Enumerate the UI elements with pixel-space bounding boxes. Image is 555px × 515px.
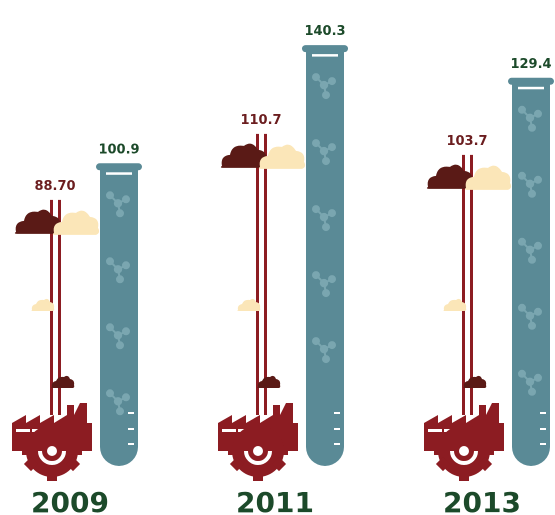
- bar-emission-2011-b: [264, 133, 267, 415]
- tube-rim-mark: [312, 54, 338, 57]
- group-2013: 103.7 129.4 2013: [422, 57, 554, 515]
- tube-tick: [128, 443, 134, 445]
- tube-tick: [334, 412, 340, 414]
- tube-tick: [540, 443, 546, 445]
- group-2011: 110.7 140.3 2011: [216, 24, 348, 515]
- data-label-tube-2011: 140.3: [304, 24, 345, 39]
- bar-emission-2013-a: [462, 154, 465, 415]
- data-label-tube-2013: 129.4: [510, 57, 551, 72]
- data-label-emission-2013: 103.7: [446, 134, 487, 149]
- tube-tick: [540, 428, 546, 430]
- test-tube-icon: [96, 163, 142, 171]
- data-label-tube-2009: 100.9: [98, 142, 139, 157]
- test-tube-icon: [302, 45, 348, 53]
- category-label-2009: 2009: [31, 486, 109, 515]
- test-tube-icon: [508, 77, 554, 85]
- tube-tick: [128, 412, 134, 414]
- smoke-cloud-icon: [463, 375, 487, 388]
- tube-tick: [128, 428, 134, 430]
- data-label-emission-2009: 88.70: [34, 179, 75, 194]
- bar-tube-2011: [306, 51, 344, 466]
- category-label-2013: 2013: [443, 486, 521, 515]
- bar-emission-2011-a: [256, 133, 259, 415]
- data-label-emission-2011: 110.7: [240, 113, 281, 128]
- tube-rim-mark: [106, 172, 132, 175]
- tube-rim-mark: [518, 86, 544, 90]
- bar-tube-2013: [512, 83, 550, 467]
- tube-tick: [334, 443, 340, 445]
- tube-tick: [540, 412, 546, 414]
- category-label-2011: 2011: [236, 486, 314, 515]
- bar-emission-2009-b: [58, 199, 61, 415]
- tube-tick: [334, 428, 340, 430]
- smoke-cloud-icon: [51, 375, 75, 388]
- bar-emission-2013-b: [470, 154, 473, 415]
- group-2009: 88.70 100.9 2009: [10, 142, 142, 515]
- smoke-cloud-icon: [257, 375, 281, 388]
